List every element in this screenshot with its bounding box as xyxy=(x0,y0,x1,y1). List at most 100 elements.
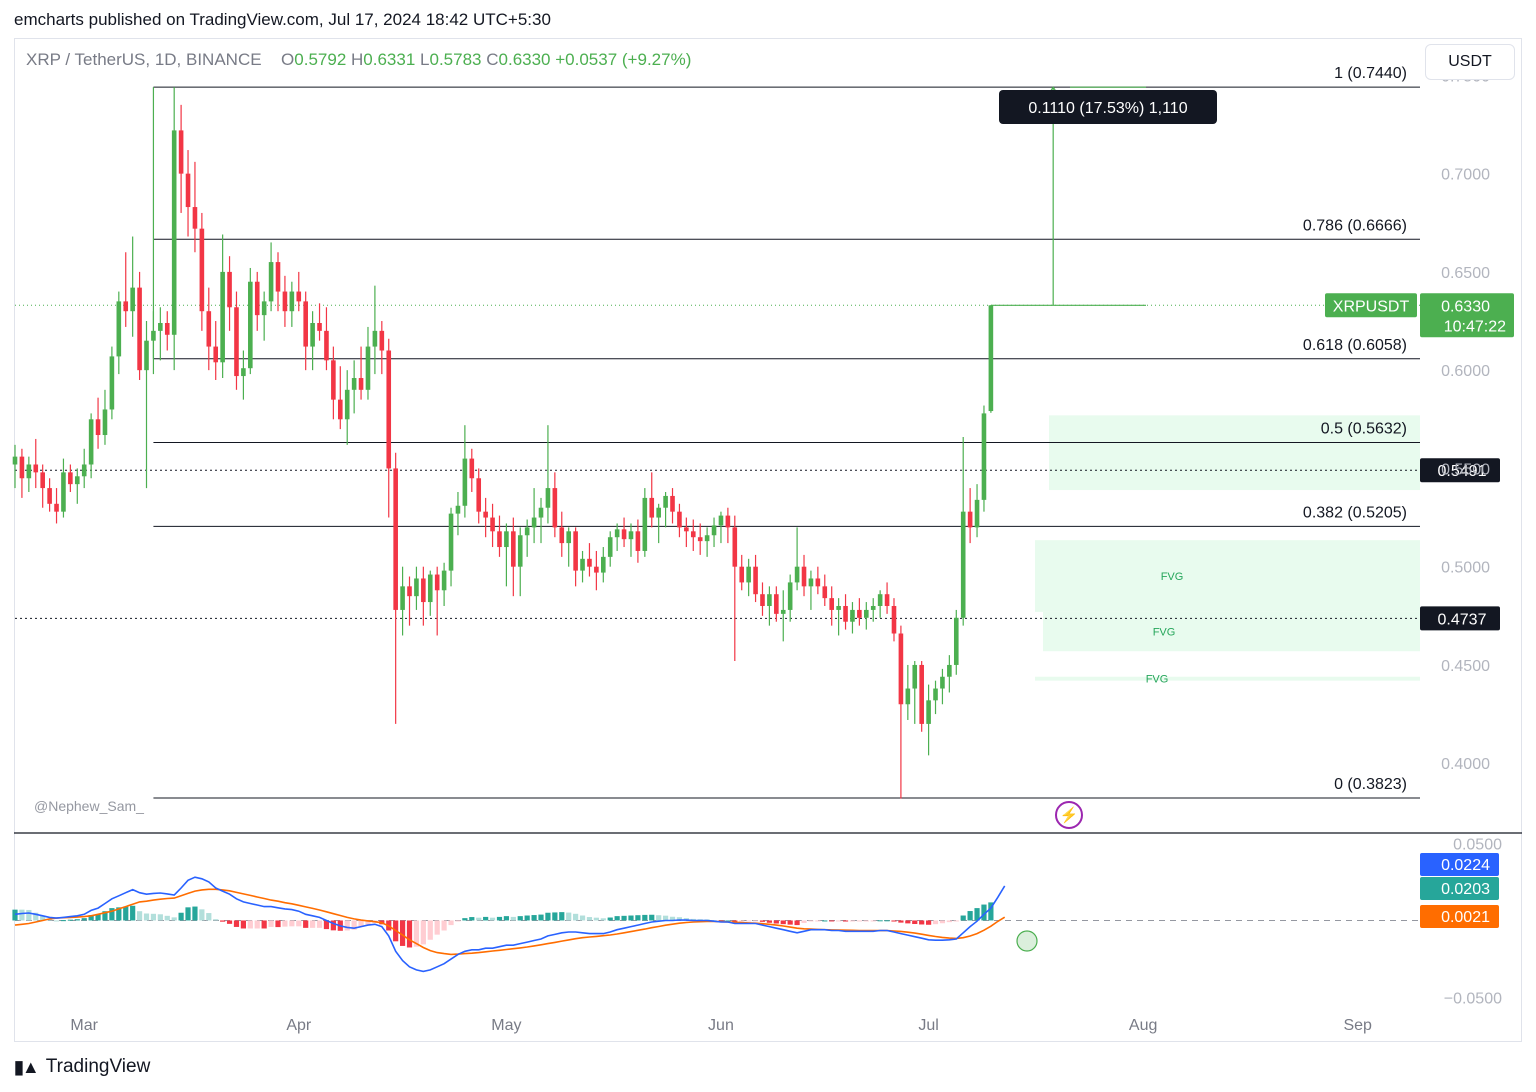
candle-body xyxy=(718,515,724,526)
last-price-badge xyxy=(1420,293,1514,338)
candle-body xyxy=(933,688,938,701)
candle-body xyxy=(628,531,634,540)
candle-body xyxy=(566,531,571,544)
candle-body xyxy=(337,399,343,420)
macd-histogram-bar xyxy=(870,920,876,922)
candle-body xyxy=(559,527,565,544)
price-axis-tick: 0.4500 xyxy=(1441,658,1490,675)
candle-body xyxy=(483,511,488,518)
macd-histogram-bar xyxy=(254,920,260,929)
candle-body xyxy=(919,664,924,724)
candle-body xyxy=(704,535,710,542)
candle-body xyxy=(192,207,198,229)
candle-body xyxy=(843,605,848,622)
macd-histogram-bar xyxy=(282,920,288,927)
macd-histogram-bar xyxy=(233,920,240,927)
candle-body xyxy=(400,586,405,610)
macd-histogram-bar xyxy=(12,909,18,921)
time-axis-tick: May xyxy=(491,1017,521,1034)
candle-body xyxy=(587,558,592,567)
legend-change: +0.0537 (+9.27%) xyxy=(555,50,692,69)
time-axis-tick: Sep xyxy=(1343,1017,1372,1034)
macd-histogram-bar xyxy=(143,913,150,921)
macd-histogram-bar xyxy=(213,919,219,921)
macd-histogram-bar xyxy=(815,920,821,922)
candle-body xyxy=(960,511,966,618)
candle-body xyxy=(427,574,433,603)
price-axis-tick: 0.7000 xyxy=(1441,167,1490,184)
candle-body xyxy=(836,605,841,610)
macd-histogram-bar xyxy=(545,912,551,921)
macd-histogram-bar xyxy=(676,917,683,921)
fib-level-label: 1 (0.7440) xyxy=(1334,65,1407,82)
publication-line: emcharts published on TradingView.com, J… xyxy=(14,10,551,29)
macd-histogram-bar xyxy=(649,914,655,921)
fvg-zone xyxy=(1043,611,1420,652)
candle-body xyxy=(213,346,219,363)
candle-body xyxy=(331,360,336,400)
macd-histogram-bar xyxy=(413,920,420,947)
fvg-label: FVG xyxy=(1161,571,1184,583)
macd-histogram-bar xyxy=(462,918,468,921)
candle-body xyxy=(780,609,786,614)
candle-body xyxy=(690,531,696,538)
macd-histogram-bar xyxy=(157,914,163,921)
candle-body xyxy=(877,594,883,606)
macd-histogram-bar xyxy=(247,920,253,929)
candle-body xyxy=(241,368,246,377)
tradingview-logo-icon: ▮▲ xyxy=(14,1056,40,1077)
macd-histogram-bar xyxy=(939,920,946,924)
candle-body xyxy=(898,633,904,705)
macd-histogram-bar xyxy=(469,917,475,921)
macd-histogram-bar xyxy=(559,912,565,921)
candle-body xyxy=(68,472,73,485)
candle-body xyxy=(248,281,253,369)
candle-body xyxy=(158,322,163,331)
macd-histogram-bar xyxy=(884,920,890,922)
fib-level-label: 0.5 (0.5632) xyxy=(1321,420,1407,437)
macd-histogram-bar xyxy=(960,915,966,921)
macd-histogram-bar xyxy=(953,920,959,922)
bar-countdown: 10:47:22 xyxy=(1444,318,1506,335)
legend-high-label: H xyxy=(351,50,364,69)
lightning-event-icon[interactable]: ⚡ xyxy=(1055,801,1083,829)
candle-body xyxy=(808,578,814,587)
candle-body xyxy=(81,464,87,477)
macd-histogram-bar xyxy=(905,920,911,924)
macd-histogram-bar xyxy=(787,920,793,925)
legend-symbol[interactable]: XRP / TetherUS, 1D, BINANCE xyxy=(26,50,262,69)
measure-label: 0.1110 (17.53%) 1,110 xyxy=(1028,100,1187,117)
fvg-label: FVG xyxy=(1153,627,1176,639)
price-marker-badge xyxy=(1420,606,1500,631)
signal-value-badge xyxy=(1420,905,1499,928)
candle-body xyxy=(386,350,392,469)
macd-axis-tick: −0.0500 xyxy=(1444,991,1502,1008)
candle-body xyxy=(151,330,156,341)
macd-histogram-bar xyxy=(275,920,281,928)
candle-body xyxy=(504,531,509,548)
candle-body xyxy=(476,478,482,512)
candle-body xyxy=(940,676,945,689)
macd-histogram-bar xyxy=(531,915,537,921)
macd-histogram-bar xyxy=(123,906,129,921)
candle-body xyxy=(697,537,703,542)
macd-histogram-bar xyxy=(434,920,440,935)
macd-histogram-bar xyxy=(642,914,648,921)
macd-histogram-bar xyxy=(88,915,94,921)
candle-body xyxy=(206,311,212,347)
currency-button[interactable]: USDT xyxy=(1425,44,1515,80)
crossover-marker xyxy=(1016,930,1038,952)
candle-body xyxy=(684,527,689,532)
candle-body xyxy=(601,556,606,573)
candle-body xyxy=(358,378,364,390)
candle-body xyxy=(815,578,821,587)
macd-histogram-bar xyxy=(759,920,766,922)
histogram-value-badge xyxy=(1420,877,1499,900)
macd-histogram-bar xyxy=(67,919,73,921)
candle-body xyxy=(102,409,108,436)
candle-body xyxy=(130,287,135,312)
macd-histogram-bar xyxy=(358,920,364,927)
footer-brand[interactable]: ▮▲ TradingView xyxy=(14,1056,150,1078)
macd-value-badge xyxy=(1420,853,1499,876)
